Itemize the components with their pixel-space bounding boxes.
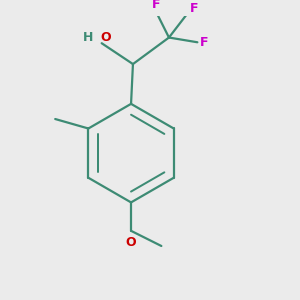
Text: F: F xyxy=(152,0,160,11)
Text: F: F xyxy=(190,2,199,15)
Text: O: O xyxy=(101,31,111,44)
Text: F: F xyxy=(200,36,208,49)
Text: O: O xyxy=(126,236,136,249)
Text: H: H xyxy=(83,31,93,44)
